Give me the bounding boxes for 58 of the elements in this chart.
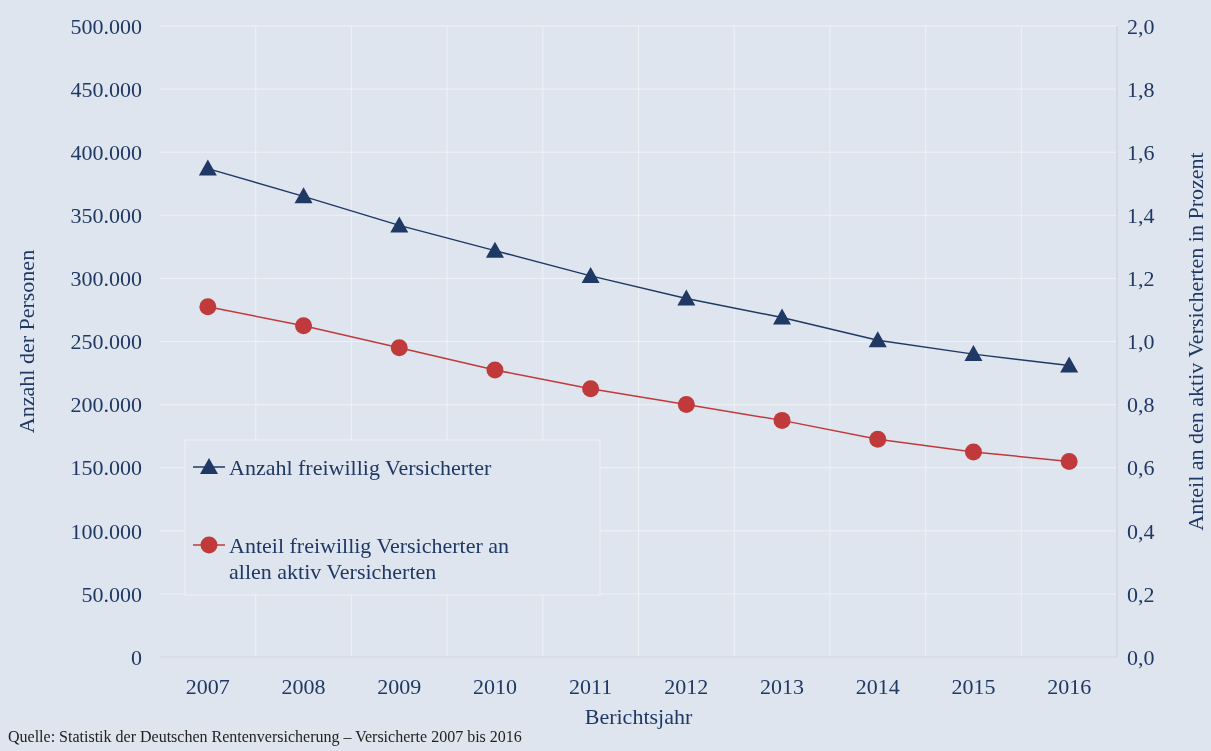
x-tick-label: 2009 — [377, 674, 422, 699]
y2-axis-title: Anteil an den aktiv Versicherten in Prozent — [1183, 152, 1208, 531]
y-tick-label: 350.000 — [70, 203, 142, 228]
x-tick-label: 2013 — [760, 674, 805, 699]
y-tick-label: 200.000 — [70, 392, 142, 418]
x-tick-label: 2011 — [569, 674, 613, 699]
point — [773, 411, 791, 429]
legend-label: Anzahl freiwillig Versicherter — [229, 454, 492, 480]
x-tick-label: 2010 — [472, 674, 517, 699]
point — [390, 216, 409, 233]
point — [677, 396, 695, 414]
point — [390, 339, 408, 357]
point — [198, 159, 217, 176]
x-tick-label: 2014 — [855, 674, 900, 699]
point — [869, 430, 887, 448]
y2-tick-label: 1,4 — [1127, 203, 1155, 228]
y2-tick-label: 1,8 — [1127, 76, 1155, 102]
point — [581, 266, 600, 283]
y-tick-label: 150.000 — [70, 455, 142, 481]
y2-tick-label: 0,8 — [1127, 392, 1155, 418]
y-tick-label: 400.000 — [70, 139, 142, 165]
y-tick-label: 50.000 — [81, 581, 142, 607]
point — [868, 331, 887, 348]
y-tick-label: 0 — [131, 644, 142, 670]
point — [485, 241, 504, 258]
x-tick-label: 2012 — [664, 674, 709, 699]
point — [1060, 356, 1079, 373]
x-tick-label: 2016 — [1047, 674, 1092, 699]
y-tick-label: 450.000 — [70, 76, 142, 102]
y2-tick-label: 2,0 — [1127, 13, 1155, 39]
y-tick-label: 300.000 — [70, 266, 142, 292]
x-tick-label: 2008 — [281, 674, 326, 699]
y2-tick-label: 0,2 — [1127, 581, 1155, 607]
x-tick-label: 2015 — [951, 674, 996, 699]
x-axis-title: Berichtsjahr — [584, 704, 693, 729]
legend-label: Anteil freiwillig Versicherter an allen aktiv Versicherten — [229, 532, 509, 584]
y2-tick-label: 1,0 — [1127, 329, 1155, 355]
point — [486, 361, 504, 379]
point — [964, 345, 983, 362]
point — [964, 443, 982, 461]
point — [1060, 452, 1078, 470]
y2-tick-label: 0,0 — [1127, 644, 1155, 670]
point — [677, 289, 696, 306]
y2-tick-label: 1,2 — [1127, 266, 1155, 292]
y-tick-label: 100.000 — [70, 518, 142, 544]
y2-tick-label: 0,6 — [1127, 455, 1155, 481]
y-tick-label: 250.000 — [70, 329, 142, 355]
y-tick-label: 500.000 — [70, 13, 142, 39]
point — [199, 298, 217, 316]
y2-tick-label: 0,4 — [1127, 518, 1155, 544]
x-tick-label: 2007 — [185, 674, 230, 699]
y2-tick-label: 1,6 — [1127, 139, 1155, 165]
point — [294, 187, 313, 204]
point — [773, 308, 792, 325]
point — [582, 380, 600, 398]
y-axis-title: Anzahl der Personen — [14, 249, 39, 434]
source-note: Quelle: Statistik der Deutschen Rentenversicherung – Versicherte 2007 bis 2016 — [8, 728, 522, 746]
point — [295, 317, 313, 335]
